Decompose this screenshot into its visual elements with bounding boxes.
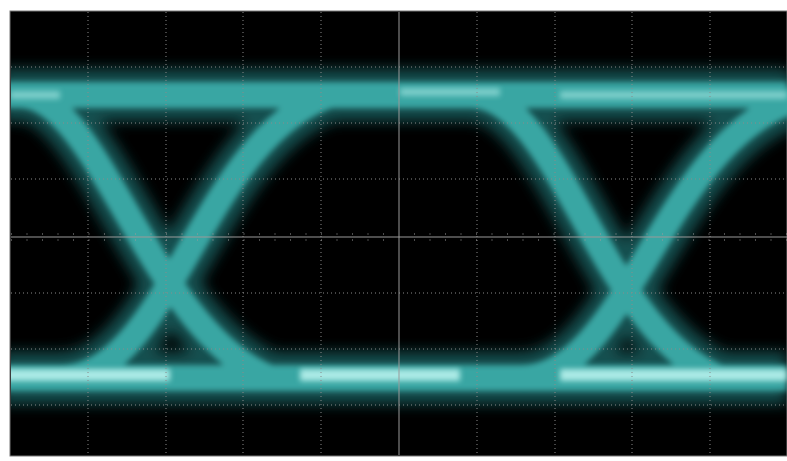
scope-screen <box>0 0 787 461</box>
body <box>0 0 787 461</box>
page: Eye diagram {} html, body { margin: 0; p… <box>0 0 787 461</box>
